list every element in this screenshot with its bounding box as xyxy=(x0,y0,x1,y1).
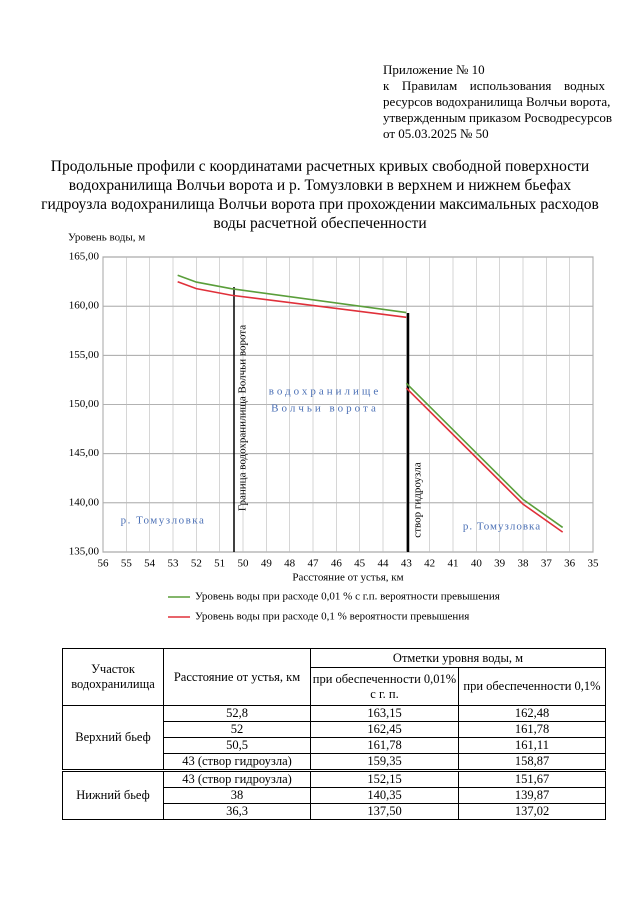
annotation: водохранилище xyxy=(269,386,382,398)
legend-label: Уровень воды при расходе 0,1 % вероятнос… xyxy=(195,611,469,623)
x-tick-label: 35 xyxy=(588,558,600,570)
annotation: Граница водохранилища Волчьи ворота xyxy=(237,325,249,511)
header-line: от 05.03.2025 № 50 xyxy=(383,126,489,141)
x-tick-label: 37 xyxy=(541,558,553,570)
cell: 43 (створ гидроузла) xyxy=(163,769,311,788)
chart: 135,00 140,00 145,00 150,00 155,00 160,00 165,… xyxy=(68,232,600,623)
y-tick-label: 165,00 xyxy=(69,251,100,263)
x-tick-label: 44 xyxy=(378,558,390,570)
cell: Нижний бьеф xyxy=(62,769,164,820)
annotation: Волчьи ворота xyxy=(271,403,379,415)
y-tick-label: 135,00 xyxy=(69,546,100,558)
cell: 158,87 xyxy=(458,753,606,771)
x-tick-label: 55 xyxy=(121,558,133,570)
th: при обеспеченности 0,1% xyxy=(458,667,606,706)
cell: 161,78 xyxy=(458,721,606,738)
x-axis-label: Расстояние от устья, км xyxy=(292,572,403,584)
x-tick-label: 53 xyxy=(168,558,180,570)
header-line: ресурсов водохранилища Волчьи ворота, xyxy=(383,94,611,109)
legend-label: Уровень воды при расходе 0,01 % с г.п. в… xyxy=(195,591,500,603)
x-tick-label: 50 xyxy=(238,558,250,570)
x-tick-label: 40 xyxy=(471,558,483,570)
cell: 152,15 xyxy=(310,769,459,788)
annotation: р. Томузловка xyxy=(121,515,206,527)
header-line: утвержденным приказом Росводресурсов xyxy=(383,110,612,125)
x-tick-label: 43 xyxy=(401,558,413,570)
cell: 161,11 xyxy=(458,737,606,754)
x-tick-label: 39 xyxy=(494,558,506,570)
cell: 38 xyxy=(163,787,311,804)
cell: 52,8 xyxy=(163,705,311,722)
x-tick-label: 38 xyxy=(518,558,530,570)
y-tick-label: 155,00 xyxy=(69,349,100,361)
x-tick-label: 54 xyxy=(144,558,156,570)
x-tick-label: 52 xyxy=(191,558,202,570)
cell: 162,45 xyxy=(310,721,459,738)
cell: 159,35 xyxy=(310,753,459,771)
header-line: к Правилам использования водных xyxy=(383,78,605,93)
cell: 52 xyxy=(163,721,311,738)
x-tick-label: 36 xyxy=(564,558,576,570)
title-line: воды расчетной обеспеченности xyxy=(213,215,427,232)
y-tick-label: 140,00 xyxy=(69,496,100,508)
x-tick-label: 46 xyxy=(331,558,343,570)
annotation: створ гидроузла xyxy=(412,462,424,537)
y-axis-label: Уровень воды, м xyxy=(68,232,145,244)
cell: 36,3 xyxy=(163,803,311,820)
table: Участок водохранилища Расстояние от устья… xyxy=(62,648,606,820)
series-line xyxy=(177,274,564,529)
y-tick-label: 160,00 xyxy=(69,300,100,312)
series-line xyxy=(177,281,564,533)
cell: 139,87 xyxy=(458,787,606,804)
x-tick-label: 41 xyxy=(448,558,459,570)
cell: 137,02 xyxy=(458,803,606,820)
cell: 137,50 xyxy=(310,803,459,820)
header-line: Приложение № 10 xyxy=(383,62,485,77)
title-line: гидроузла водохранилища Волчьи ворота пр… xyxy=(41,196,599,213)
y-tick-label: 150,00 xyxy=(69,398,100,410)
x-tick-label: 45 xyxy=(354,558,366,570)
header: Приложение № 10 к Правилам использования… xyxy=(383,62,612,142)
x-tick-label: 42 xyxy=(424,558,435,570)
x-tick-label: 51 xyxy=(214,558,225,570)
th: Отметки уровня воды, м xyxy=(310,648,606,668)
cell: 162,48 xyxy=(458,705,606,722)
cell: Верхний бьеф xyxy=(62,705,164,771)
x-tick-label: 56 xyxy=(98,558,110,570)
cell: 163,15 xyxy=(310,705,459,722)
x-tick-label: 47 xyxy=(308,558,320,570)
cell: 140,35 xyxy=(310,787,459,804)
x-tick-label: 48 xyxy=(284,558,296,570)
cell: 50,5 xyxy=(163,737,311,754)
title-line: водохранилища Волчьи ворота и р. Томузло… xyxy=(68,177,572,194)
x-tick-label: 49 xyxy=(261,558,273,570)
th: Участок водохранилища xyxy=(62,648,164,706)
cell: 161,78 xyxy=(310,737,459,754)
y-tick-label: 145,00 xyxy=(69,447,100,459)
title: Продольные профили с координатами расчет… xyxy=(0,157,640,233)
annotation: р. Томузловка xyxy=(463,521,541,533)
cell: 151,67 xyxy=(458,769,606,788)
th: Расстояние от устья, км xyxy=(163,648,311,706)
title-line: Продольные профили с координатами расчет… xyxy=(50,158,590,175)
th: при обеспеченности 0,01% с г. п. xyxy=(310,667,459,706)
cell: 43 (створ гидроузла) xyxy=(163,753,311,771)
